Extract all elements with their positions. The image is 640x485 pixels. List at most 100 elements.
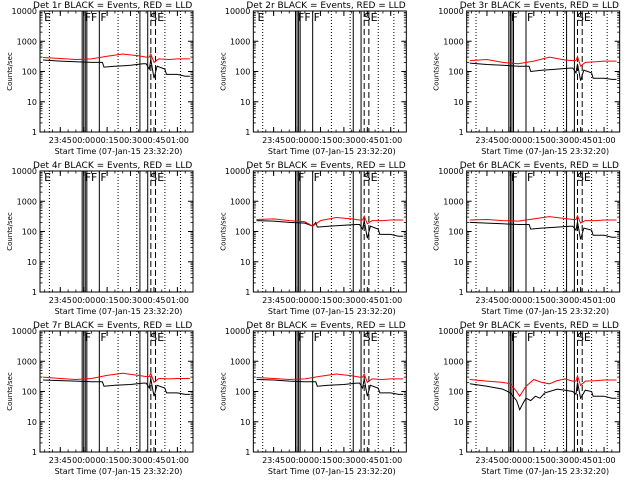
x-axis-label: Start Time (07-Jan-15 23:32:20) [268, 147, 396, 156]
marker-letter: SE [150, 331, 164, 344]
x-tick-label: 00:30 [332, 136, 355, 145]
marker-letter: FF [85, 171, 98, 184]
x-axis-label: Start Time (07-Jan-15 23:32:20) [55, 147, 183, 156]
y-axis-label: Counts/sec [219, 372, 227, 411]
x-tick-label: 23:45 [475, 456, 498, 465]
y-tick-label: 100 [235, 228, 250, 237]
x-tick-label: 00:15 [309, 456, 332, 465]
y-tick-label: 10000 [438, 167, 463, 176]
x-axis-label: Start Time (07-Jan-15 23:32:20) [55, 307, 183, 316]
x-tick-label: 00:00 [72, 136, 95, 145]
marker-letter: SE [364, 331, 378, 344]
y-tick-label: 10000 [12, 327, 37, 336]
y-tick-label: 10 [240, 98, 250, 107]
y-tick-label: 10 [27, 418, 37, 427]
y-axis-label: Counts/sec [6, 52, 14, 91]
x-tick-label: 01:00 [166, 296, 189, 305]
x-tick-label: 01:00 [593, 456, 616, 465]
marker-letter: E [257, 11, 264, 24]
marker-letter: F [100, 11, 106, 24]
x-tick-label: 00:00 [499, 456, 522, 465]
y-tick-label: 1000 [17, 37, 37, 46]
y-tick-label: 10000 [438, 7, 463, 16]
panel-title: Det 1r BLACK = Events, RED = LLD [33, 1, 192, 11]
y-tick-label: 10000 [225, 167, 250, 176]
lld-series-line [469, 55, 617, 68]
detector-panel: Det 2r BLACK = Events, RED = LLD Counts/s… [219, 1, 407, 156]
x-tick-label: 00:15 [96, 296, 119, 305]
x-tick-label: 00:15 [522, 456, 545, 465]
y-tick-label: 1000 [443, 37, 463, 46]
y-tick-label: 1 [459, 288, 464, 297]
x-tick-label: 01:00 [379, 296, 402, 305]
marker-letter: F [298, 331, 304, 344]
y-tick-label: 100 [235, 388, 250, 397]
y-tick-label: 10000 [12, 7, 37, 16]
x-tick-label: 23:45 [475, 136, 498, 145]
y-tick-label: 1 [32, 448, 37, 457]
y-axis-label: Counts/sec [6, 372, 14, 411]
x-tick-label: 00:00 [499, 136, 522, 145]
detector-panel: Det 3r BLACK = Events, RED = LLD Counts/s… [433, 1, 621, 156]
plot-frame [466, 330, 621, 453]
y-tick-label: 1 [245, 128, 250, 137]
x-tick-label: 00:30 [546, 296, 569, 305]
y-tick-label: 1000 [443, 197, 463, 206]
x-tick-label: 01:00 [166, 456, 189, 465]
x-tick-label: 00:45 [142, 296, 165, 305]
detector-panel: Det 8r BLACK = Events, RED = LLD Counts/s… [219, 321, 407, 476]
panel-title: Det 7r BLACK = Events, RED = LLD [33, 321, 192, 331]
x-tick-label: 00:45 [569, 296, 592, 305]
x-axis-label: Start Time (07-Jan-15 23:32:20) [481, 147, 609, 156]
y-tick-label: 1000 [17, 197, 37, 206]
marker-letter: SE [150, 11, 164, 24]
y-tick-label: 10000 [225, 327, 250, 336]
y-tick-label: 100 [448, 388, 463, 397]
y-tick-label: 1000 [17, 357, 37, 366]
x-tick-label: 23:45 [49, 136, 72, 145]
y-tick-label: 100 [22, 68, 37, 77]
x-tick-label: 00:00 [286, 456, 309, 465]
panel-title: Det 4r BLACK = Events, RED = LLD [33, 161, 192, 171]
y-axis-label: Counts/sec [6, 212, 14, 251]
plot-frame [39, 10, 194, 133]
x-axis-label: Start Time (07-Jan-15 23:32:20) [481, 467, 609, 476]
events-series-line [469, 382, 617, 411]
events-series-line [256, 220, 404, 239]
x-tick-label: 00:15 [309, 136, 332, 145]
marker-letter: SE [577, 331, 591, 344]
marker-letter: SE [150, 171, 164, 184]
y-tick-label: 1000 [230, 197, 250, 206]
detector-panel: Det 9r BLACK = Events, RED = LLD Counts/s… [433, 321, 621, 476]
x-tick-label: 00:15 [309, 296, 332, 305]
x-tick-label: 01:00 [379, 136, 402, 145]
panel-title: Det 3r BLACK = Events, RED = LLD [460, 1, 619, 11]
plot-frame [466, 10, 621, 133]
y-tick-label: 10 [453, 418, 463, 427]
y-tick-label: 1000 [230, 37, 250, 46]
x-tick-label: 00:15 [96, 456, 119, 465]
lld-series-line [43, 52, 190, 64]
y-tick-label: 1000 [443, 357, 463, 366]
marker-letter: SE [364, 171, 378, 184]
panel-title: Det 8r BLACK = Events, RED = LLD [246, 321, 405, 331]
marker-letter: F [527, 11, 533, 24]
x-tick-label: 00:30 [119, 456, 142, 465]
y-tick-label: 10000 [12, 167, 37, 176]
plot-frame [252, 170, 407, 293]
y-tick-label: 10 [240, 258, 250, 267]
plot-frame [39, 170, 194, 293]
x-tick-label: 23:45 [262, 456, 285, 465]
y-tick-label: 10 [453, 258, 463, 267]
y-tick-label: 100 [22, 388, 37, 397]
marker-letter: F [511, 11, 517, 24]
y-tick-label: 1 [459, 448, 464, 457]
y-tick-label: 1 [459, 128, 464, 137]
x-tick-label: 00:30 [546, 136, 569, 145]
x-tick-label: 00:45 [356, 136, 379, 145]
y-tick-label: 10 [27, 258, 37, 267]
x-tick-label: 23:45 [262, 296, 285, 305]
marker-letter: SE [364, 11, 378, 24]
plot-frame [466, 170, 621, 293]
